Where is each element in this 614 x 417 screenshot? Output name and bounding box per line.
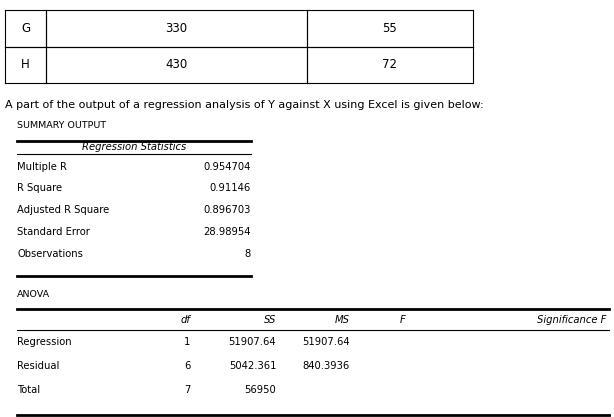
Text: 8: 8	[244, 249, 251, 259]
Text: Residual: Residual	[17, 361, 60, 371]
Text: 430: 430	[165, 58, 188, 71]
Text: 0.954704: 0.954704	[203, 162, 251, 172]
Text: 330: 330	[165, 22, 188, 35]
Text: Standard Error: Standard Error	[17, 227, 90, 237]
Text: Total: Total	[17, 385, 41, 395]
Text: G: G	[21, 22, 30, 35]
Text: 7: 7	[184, 385, 190, 395]
Text: 5042.361: 5042.361	[229, 361, 276, 371]
Text: 72: 72	[383, 58, 397, 71]
Text: 51907.64: 51907.64	[302, 337, 350, 347]
Text: F: F	[400, 315, 405, 325]
Text: ANOVA: ANOVA	[17, 290, 50, 299]
Text: 0.91146: 0.91146	[209, 183, 251, 193]
Text: Multiple R: Multiple R	[17, 162, 67, 172]
Text: A part of the output of a regression analysis of Y against X using Excel is give: A part of the output of a regression ana…	[5, 100, 484, 110]
Text: df: df	[181, 315, 190, 325]
Text: Regression Statistics: Regression Statistics	[82, 142, 186, 152]
Text: 56950: 56950	[244, 385, 276, 395]
Text: 1: 1	[184, 337, 190, 347]
Text: 55: 55	[383, 22, 397, 35]
Text: Adjusted R Square: Adjusted R Square	[17, 205, 109, 215]
Text: SS: SS	[264, 315, 276, 325]
Text: 0.896703: 0.896703	[203, 205, 251, 215]
Text: H: H	[21, 58, 30, 71]
Text: Regression: Regression	[17, 337, 72, 347]
Text: SUMMARY OUTPUT: SUMMARY OUTPUT	[17, 121, 106, 130]
Text: 840.3936: 840.3936	[303, 361, 350, 371]
Text: R Square: R Square	[17, 183, 62, 193]
Text: MS: MS	[335, 315, 350, 325]
Text: 28.98954: 28.98954	[203, 227, 251, 237]
Text: 6: 6	[184, 361, 190, 371]
Text: Significance F: Significance F	[537, 315, 606, 325]
Text: 51907.64: 51907.64	[228, 337, 276, 347]
Text: Observations: Observations	[17, 249, 83, 259]
